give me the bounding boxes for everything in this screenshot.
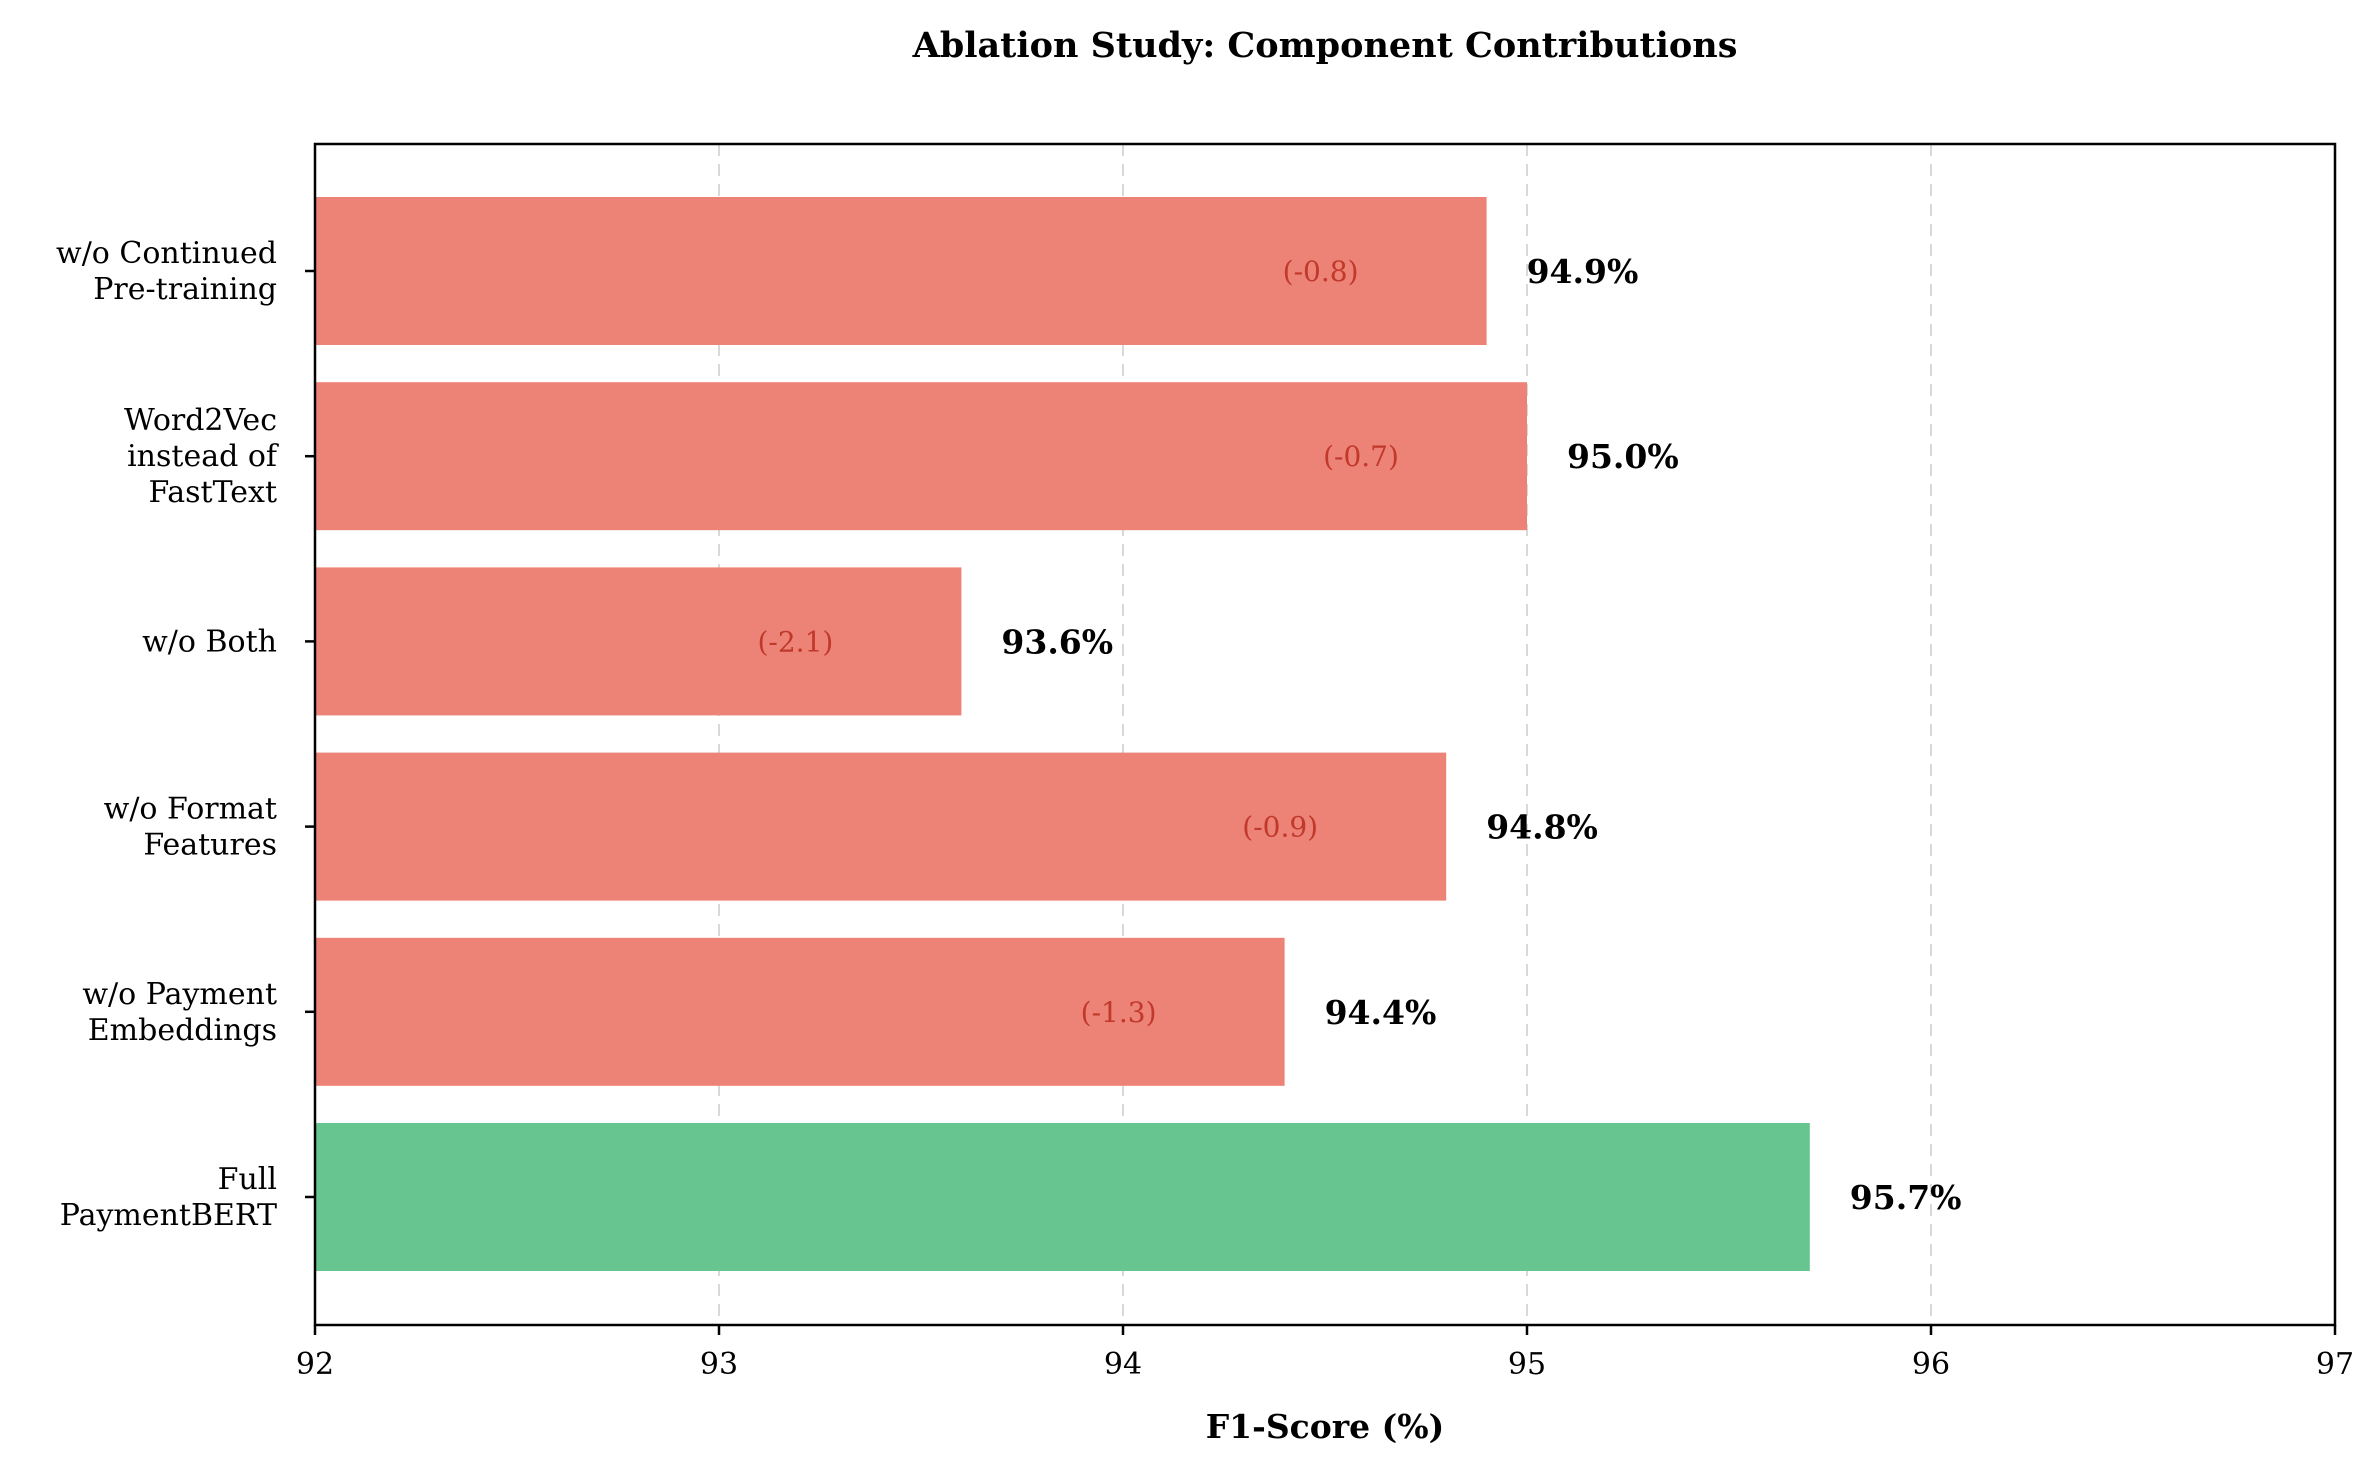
x-axis-title: F1-Score (%) bbox=[1206, 1407, 1444, 1446]
y-category-label: Word2Vec instead of FastText bbox=[124, 403, 279, 510]
y-category-label: w/o Format Features bbox=[104, 792, 277, 863]
bar-value-label: 94.8% bbox=[1486, 808, 1598, 847]
bar-value-label: 94.9% bbox=[1527, 252, 1639, 291]
x-tick-label: 94 bbox=[1104, 1347, 1142, 1382]
bar bbox=[315, 382, 1527, 531]
bar bbox=[315, 937, 1285, 1086]
bar-value-label: 95.7% bbox=[1850, 1178, 1962, 1217]
bar-delta-label: (-0.7) bbox=[1323, 440, 1399, 473]
chart-title: Ablation Study: Component Contributions bbox=[912, 25, 1738, 66]
bar-value-label: 94.4% bbox=[1325, 993, 1437, 1032]
y-category-label: w/o Both bbox=[142, 624, 277, 659]
bar-delta-label: (-0.8) bbox=[1283, 255, 1359, 288]
bar bbox=[315, 197, 1487, 345]
x-tick-label: 96 bbox=[1912, 1347, 1950, 1382]
plot-frame bbox=[313, 142, 2337, 1327]
x-tick-label: 92 bbox=[296, 1347, 334, 1382]
bar-value-label: 93.6% bbox=[1001, 622, 1113, 661]
y-category-label: Full PaymentBERT bbox=[60, 1162, 277, 1233]
bar-delta-label: (-2.1) bbox=[757, 625, 833, 658]
bar-delta-label: (-0.9) bbox=[1242, 811, 1318, 844]
bar-value-label: 95.0% bbox=[1567, 437, 1679, 476]
x-tick-label: 97 bbox=[2316, 1347, 2354, 1382]
y-category-label: w/o Payment Embeddings bbox=[82, 977, 277, 1048]
bar bbox=[315, 567, 962, 716]
bar-delta-label: (-1.3) bbox=[1081, 996, 1157, 1029]
y-category-label: w/o Continued Pre-training bbox=[56, 236, 277, 307]
x-tick-label: 93 bbox=[700, 1347, 738, 1382]
x-tick-label: 95 bbox=[1508, 1347, 1546, 1382]
labels-layer: 94.9% (-0.8) 95.0% (-0.7) 93.6% (-2.1) 94.8% (-… bbox=[757, 252, 1961, 1217]
bars-layer bbox=[315, 197, 1810, 1271]
axis-layer: 92 93 94 95 96 97 w/o Continued Pre-training Wor… bbox=[56, 236, 2354, 1382]
bar bbox=[315, 752, 1447, 901]
bar bbox=[315, 1123, 1810, 1271]
